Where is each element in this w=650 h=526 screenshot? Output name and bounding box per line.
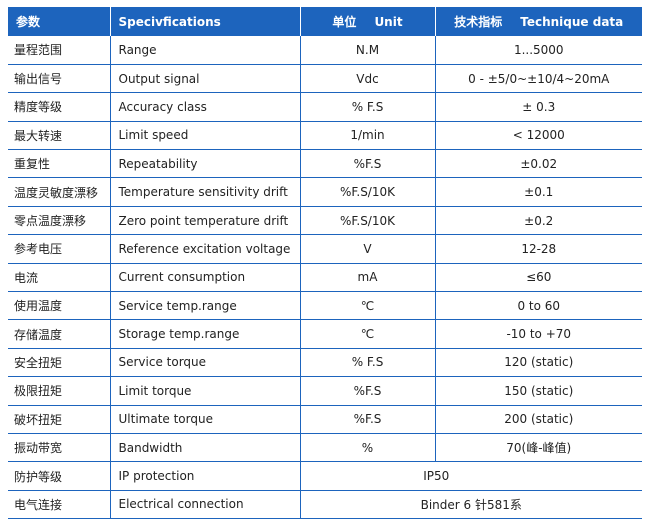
param-name-en: Limit torque (110, 376, 301, 406)
param-name-en: Temperature sensitivity drift (110, 177, 301, 207)
param-name-cn: 零点温度漂移 (8, 206, 111, 236)
header-technique-data: 技术指标 Technique data (435, 7, 642, 36)
param-name-en: Reference excitation voltage (110, 234, 301, 264)
header-unit-en: Unit (374, 15, 403, 29)
param-name-en: Accuracy class (110, 92, 301, 122)
param-value: 12-28 (435, 234, 642, 264)
param-value: 0 - ±5/0~±10/4~20mA (435, 64, 642, 94)
header-value-cn: 技术指标 (454, 15, 503, 29)
param-name-en: Electrical connection (110, 490, 301, 520)
param-name-cn: 存储温度 (8, 319, 111, 349)
param-unit: %F.S (300, 405, 436, 434)
param-value: ± 0.3 (435, 92, 642, 122)
param-name-cn: 参考电压 (8, 234, 111, 264)
table-row: 零点温度漂移 Zero point temperature drift %F.S/1… (8, 206, 642, 236)
param-value: ≤60 (435, 263, 642, 293)
param-unit: mA (300, 263, 436, 293)
param-name-cn: 精度等级 (8, 92, 111, 122)
param-unit: %F.S (300, 376, 436, 406)
param-unit: % F.S (300, 92, 436, 122)
param-unit: ℃ (300, 319, 436, 349)
header-specifications: Specivfications (110, 7, 301, 36)
table-row: 重复性 Repeatability %F.S ±0.02 (8, 149, 642, 179)
param-unit: Vdc (300, 64, 436, 94)
param-name-cn: 使用温度 (8, 291, 111, 321)
param-name-cn: 量程范围 (8, 36, 111, 65)
table-row: 参考电压 Reference excitation voltage V 12-28 (8, 234, 642, 264)
specification-table: 参数 Specivfications 单位 Unit 技术指标 Technique … (8, 7, 642, 520)
param-name-en: Service temp.range (110, 291, 301, 321)
param-name-en: Zero point temperature drift (110, 206, 301, 236)
param-value: 120 (static) (435, 348, 642, 378)
table-row: 电流 Current consumption mA ≤60 (8, 263, 642, 293)
table-row: 使用温度 Service temp.range ℃ 0 to 60 (8, 291, 642, 321)
param-unit: % F.S (300, 348, 436, 378)
table-row: 输出信号 Output signal Vdc 0 - ±5/0~±10/4~20mA (8, 64, 642, 94)
param-name-cn: 振动带宽 (8, 433, 111, 463)
param-name-en: Limit speed (110, 121, 301, 151)
table-row: 振动带宽 Bandwidth% 70(峰-峰值) (8, 433, 642, 463)
table-row: 精度等级 Accuracy class% F.S ± 0.3 (8, 92, 642, 122)
param-name-en: Range (110, 36, 301, 65)
param-value: 70(峰-峰值) (435, 433, 642, 463)
param-value: Binder 6 针581系 (300, 490, 642, 520)
param-value: 0 to 60 (435, 291, 642, 321)
table-row: 存储温度 Storage temp.range ℃ -10 to +70 (8, 319, 642, 349)
param-name-en: Ultimate torque (110, 405, 301, 434)
param-value: 1...5000 (435, 36, 642, 65)
param-unit: 1/min (300, 121, 436, 151)
table-row: 破坏扭矩 Ultimate torque %F.S 200 (static) (8, 405, 642, 434)
param-name-cn: 安全扭矩 (8, 348, 111, 378)
param-name-cn: 电气连接 (8, 490, 111, 520)
table-body: 量程范围 Range N.M 1...5000 输出信号 Output signal Vdc… (8, 36, 642, 520)
param-unit: %F.S/10K (300, 177, 436, 207)
param-name-cn: 输出信号 (8, 64, 111, 94)
param-name-en: IP protection (110, 461, 301, 491)
param-name-cn: 破坏扭矩 (8, 405, 111, 434)
param-value: -10 to +70 (435, 319, 642, 349)
param-unit: % (300, 433, 436, 463)
table-header-row: 参数 Specivfications 单位 Unit 技术指标 Technique … (8, 7, 642, 36)
table-row: 安全扭矩 Service torque% F.S 120 (static) (8, 348, 642, 378)
param-name-cn: 最大转速 (8, 121, 111, 151)
param-unit: %F.S (300, 149, 436, 179)
table-row: 温度灵敏度漂移 Temperature sensitivity drift %F.S… (8, 177, 642, 207)
param-name-en: Storage temp.range (110, 319, 301, 349)
table-row: 极限扭矩 Limit torque %F.S 150 (static) (8, 376, 642, 406)
param-unit: N.M (300, 36, 436, 65)
param-value: IP50 (300, 461, 642, 491)
param-name-cn: 重复性 (8, 149, 111, 179)
table-row: 电气连接 Electrical connection Binder 6 针581系 (8, 490, 642, 520)
param-name-cn: 防护等级 (8, 461, 111, 491)
param-name-en: Current consumption (110, 263, 301, 293)
param-name-cn: 极限扭矩 (8, 376, 111, 406)
header-parameter-cn: 参数 (8, 7, 111, 36)
param-name-en: Repeatability (110, 149, 301, 179)
param-name-cn: 电流 (8, 263, 111, 293)
param-name-cn: 温度灵敏度漂移 (8, 177, 111, 207)
table-row: 防护等级 IP protection IP50 (8, 461, 642, 491)
table-row: 最大转速 Limit speed 1/min < 12000 (8, 121, 642, 151)
param-unit: ℃ (300, 291, 436, 321)
header-value-en: Technique data (520, 15, 624, 29)
param-value: ±0.02 (435, 149, 642, 179)
param-value: < 12000 (435, 121, 642, 151)
param-name-en: Bandwidth (110, 433, 301, 463)
param-value: ±0.1 (435, 177, 642, 207)
header-unit-cn: 单位 (332, 15, 357, 29)
param-name-en: Service torque (110, 348, 301, 378)
param-value: 200 (static) (435, 405, 642, 434)
param-value: 150 (static) (435, 376, 642, 406)
param-unit: V (300, 234, 436, 264)
param-value: ±0.2 (435, 206, 642, 236)
table-row: 量程范围 Range N.M 1...5000 (8, 36, 642, 65)
param-name-en: Output signal (110, 64, 301, 94)
param-unit: %F.S/10K (300, 206, 436, 236)
header-unit: 单位 Unit (300, 7, 436, 36)
